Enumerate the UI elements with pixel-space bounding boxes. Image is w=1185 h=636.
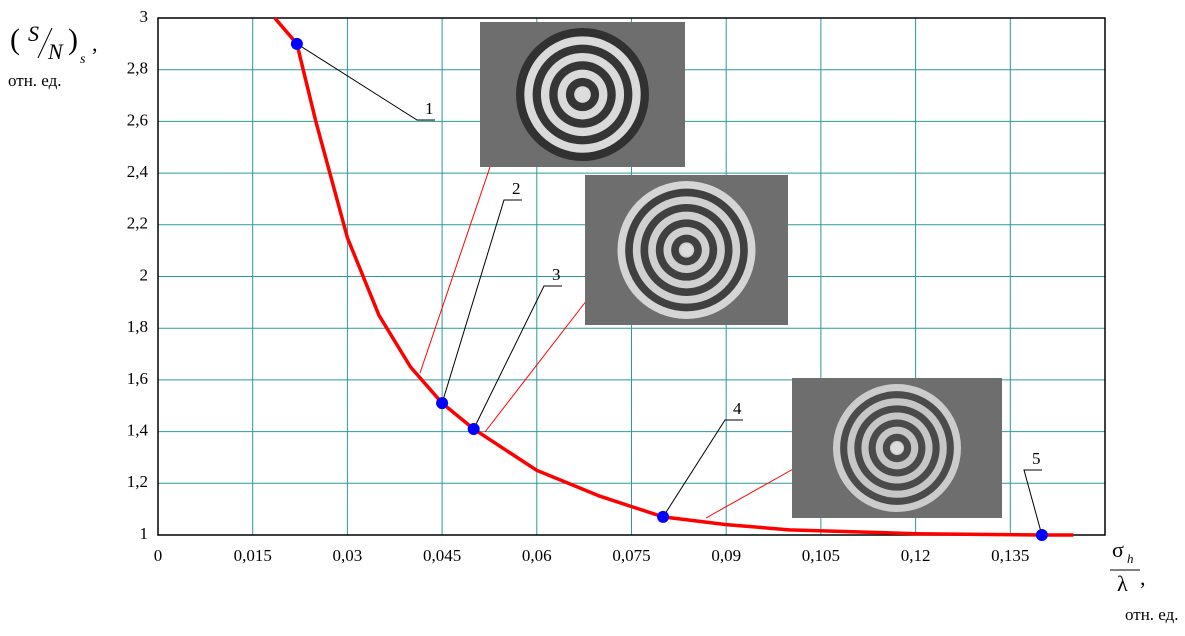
x-tick-label: 0,09 <box>711 546 741 565</box>
point <box>1035 529 1048 541</box>
annotation-leader <box>1023 469 1043 536</box>
x-tick-label: 0,015 <box>234 546 272 565</box>
point <box>290 37 303 50</box>
x-sub: h <box>1127 551 1134 566</box>
point <box>657 510 670 523</box>
annotation-leader <box>662 419 743 518</box>
paren: ) <box>68 23 78 56</box>
y-num: S <box>28 21 39 46</box>
y-tick-label: 2,6 <box>127 110 148 129</box>
annotation-label: 4 <box>733 399 742 418</box>
leader-line <box>419 166 491 374</box>
annotation-leader <box>473 285 562 430</box>
leader-line <box>705 467 796 519</box>
ring-center <box>576 88 589 101</box>
y-sub: s <box>80 52 86 67</box>
x-tick-label: 0,045 <box>423 546 461 565</box>
y-tick-label: 1,6 <box>127 369 148 388</box>
annotation-label: 3 <box>552 265 561 284</box>
annotation-label: 5 <box>1032 449 1041 468</box>
x-tick-label: 0,105 <box>802 546 840 565</box>
y-tick-label: 2,4 <box>127 162 149 181</box>
ring-center <box>891 442 903 454</box>
inset-image <box>792 378 1002 518</box>
x-tick-label: 0 <box>154 546 163 565</box>
x-tick-label: 0,135 <box>991 546 1029 565</box>
x-axis-label: σ h λ , отн. ед. <box>1110 537 1179 624</box>
annotation-leader <box>441 199 522 404</box>
annotation-label: 2 <box>512 179 521 198</box>
y-unit: отн. ед. <box>8 71 62 90</box>
curve <box>273 16 1074 537</box>
y-axis-label: ( S N ) s , отн. ед. <box>8 21 98 90</box>
y-tick-label: 1 <box>140 524 149 543</box>
paren: ( <box>10 23 20 56</box>
x-den: λ <box>1117 571 1128 596</box>
y-tick-label: 1,4 <box>127 421 149 440</box>
x-num: σ <box>1112 537 1124 562</box>
y-den: N <box>47 39 64 64</box>
inset-image <box>585 175 788 325</box>
annotation-leader <box>296 43 435 121</box>
point <box>436 397 449 410</box>
slash <box>37 27 53 59</box>
x-tick-label: 0,03 <box>333 546 363 565</box>
leader-line <box>484 299 588 433</box>
y-tick-label: 3 <box>140 7 149 26</box>
ring-center <box>680 244 693 256</box>
x-tick-label: 0,075 <box>612 546 650 565</box>
y-tick-label: 2 <box>140 265 149 284</box>
inset-image <box>480 22 685 167</box>
point <box>467 423 480 436</box>
plot-frame <box>157 17 1106 536</box>
y-tick-label: 1,2 <box>127 472 148 491</box>
x-unit: отн. ед. <box>1125 605 1179 624</box>
y-comma: , <box>92 31 98 56</box>
y-tick-label: 2,8 <box>127 59 148 78</box>
x-tick-label: 0,06 <box>522 546 552 565</box>
y-tick-label: 1,8 <box>127 317 148 336</box>
x-tick-label: 0,12 <box>901 546 931 565</box>
x-comma: , <box>1140 565 1146 590</box>
annotation-label: 1 <box>425 99 434 118</box>
y-tick-label: 2,2 <box>127 214 148 233</box>
